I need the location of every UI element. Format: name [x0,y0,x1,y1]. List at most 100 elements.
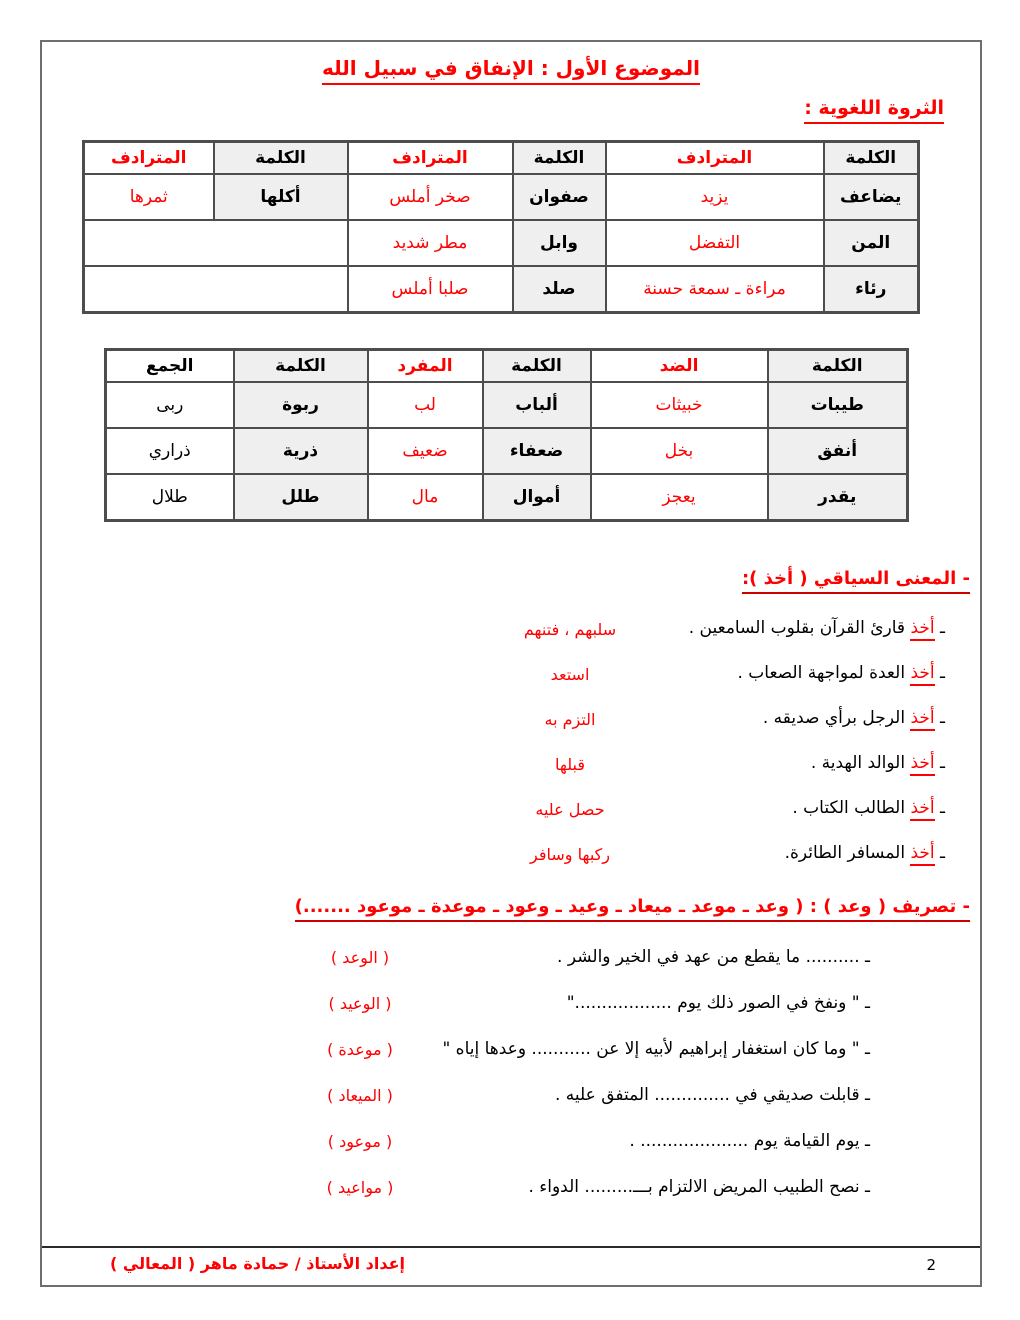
page-title: الموضوع الأول : الإنفاق في سبيل الله [321,56,701,85]
answer-cell: يزيد [604,173,825,221]
answer-text: قبلها [554,755,586,774]
answer-text: استعد [550,665,590,684]
list-item: ـ .......... ما يقطع من عهد في الخير وال… [42,936,980,982]
sentence-text: ـ .......... ما يقطع من عهد في الخير وال… [557,947,870,967]
answer-cell: يعجز [589,473,769,522]
table-header-cell: الكلمة [766,348,909,383]
table-header-cell: الكلمة [232,348,369,383]
page-number: 2 [926,1256,936,1274]
answer-cell: طلال [104,473,235,522]
answer-text: سلبهم ، فتنهم [523,620,617,639]
word-cell: ذرية [232,427,369,475]
sentence-rest: المسافر الطائرة. [784,843,906,863]
list-item: ـ أخذ الوالد الهدية . قبلها [42,743,980,788]
bullet-dash: ـ [934,753,945,773]
table-row: رئاء مراءة ـ سمعة حسنة صلد صلبا أملس [82,265,920,314]
conjugation-heading-row: - تصريف ( وعد ) : ( وعد ـ موعد ـ ميعاد ـ… [42,896,970,922]
bullet-dash: ـ [934,843,945,863]
sentence-text: ـ أخذ الطالب الكتاب . [792,798,945,821]
list-item: ـ يوم القيامة يوم .................... .… [42,1120,980,1166]
keyword-akhatha: أخذ [910,843,935,866]
bullet-dash: ـ [934,798,945,818]
contextual-heading-row: - المعنى السياقي ( أخذ ): [42,568,970,594]
answer-cell: خبيثات [589,381,769,429]
sentence-text: ـ أخذ العدة لمواجهة الصعاب . [737,663,945,686]
answer-cell: لب [366,381,484,429]
table-header-cell: الكلمة [212,140,349,175]
list-item: ـ أخذ العدة لمواجهة الصعاب . استعد [42,653,980,698]
sentence-rest: الوالد الهدية . [810,753,906,773]
word-cell: ربوة [232,381,369,429]
list-item: ـ " وما كان استغفار إبراهيم لأبيه إلا عن… [42,1028,980,1074]
answer-cell: مطر شديد [346,219,514,267]
vocab-heading-row: الثروة اللغوية : [42,97,944,124]
sentence-rest: الرجل برأي صديقه . [762,708,906,728]
answer-text: ( موعود ) [327,1132,393,1151]
answer-text: التزم به [544,710,596,729]
table-header-cell: المفرد [366,348,484,383]
vocab-section-heading: الثروة اللغوية : [804,97,944,124]
answer-cell: بخل [589,427,769,475]
answer-cell: التفضل [604,219,825,267]
footer-divider: إعداد الأستاذ / حمادة ماهر ( المعالي ) 2 [42,1246,980,1285]
list-item: ـ نصح الطبيب المريض الالتزام بـــ.......… [42,1166,980,1212]
contextual-list: ـ أخذ قارئ القرآن بقلوب السامعين . سلبهم… [42,608,980,878]
keyword-akhatha: أخذ [910,708,935,731]
answer-text: ( مواعيد ) [326,1178,394,1197]
table-row: طيبات خبيثات ألباب لب ربوة ربى [104,381,909,429]
empty-cell [82,219,349,267]
conjugation-section-heading: - تصريف ( وعد ) : ( وعد ـ موعد ـ ميعاد ـ… [294,896,970,922]
word-cell: ألباب [481,381,592,429]
answer-text: ( الميعاد ) [327,1086,393,1105]
word-cell: المن [822,219,920,267]
word-cell: طيبات [766,381,909,429]
word-cell: وابل [511,219,607,267]
answer-text: ( موعدة ) [327,1040,393,1059]
word-cell: أكلها [212,173,349,221]
sentence-text: ـ أخذ الرجل برأي صديقه . [762,708,945,731]
contextual-section-heading: - المعنى السياقي ( أخذ ): [741,568,970,594]
sentence-text: ـ " وما كان استغفار إبراهيم لأبيه إلا عن… [442,1039,870,1059]
answer-text: ( الوعيد ) [328,994,392,1013]
word-cell: يضاعف [822,173,920,221]
list-item: ـ أخذ المسافر الطائرة. ركبها وسافر [42,833,980,878]
bullet-dash: ـ [934,708,945,728]
sentence-text: ـ " ونفخ في الصور ذلك يوم ..............… [566,993,870,1013]
list-item: ـ قابلت صديقي في .............. المتفق ع… [42,1074,980,1120]
word-cell: رئاء [822,265,920,314]
table-row: يضاعف يزيد صفوان صخر أملس أكلها ثمرها [82,173,920,221]
answer-cell: مال [366,473,484,522]
word-cell: صفوان [511,173,607,221]
table-header-cell: الكلمة [481,348,592,383]
sentence-rest: قارئ القرآن بقلوب السامعين . [688,618,906,638]
answer-cell: ثمرها [82,173,215,221]
answer-text: ركبها وسافر [530,845,610,864]
word-cell: طلل [232,473,369,522]
empty-cell [82,265,349,314]
answer-cell: ذراري [104,427,235,475]
table-header-cell: المترادف [346,140,514,175]
sentence-rest: العدة لمواجهة الصعاب . [737,663,906,683]
sentence-text: ـ أخذ المسافر الطائرة. [784,843,945,866]
table-header-cell: المترادف [604,140,825,175]
sentence-text: ـ قابلت صديقي في .............. المتفق ع… [554,1085,870,1105]
keyword-akhatha: أخذ [910,618,935,641]
word-cell: ضعفاء [481,427,592,475]
table-header-row: الكلمة المترادف الكلمة المترادف الكلمة ا… [82,140,920,175]
bullet-dash: ـ [934,663,945,683]
table-row: يقدر يعجز أموال مال طلل طلال [104,473,909,522]
table-row: المن التفضل وابل مطر شديد [82,219,920,267]
keyword-akhatha: أخذ [910,663,935,686]
answer-cell: مراءة ـ سمعة حسنة [604,265,825,314]
sentence-text: ـ أخذ الوالد الهدية . [810,753,945,776]
answer-cell: صلبا أملس [346,265,514,314]
list-item: ـ أخذ قارئ القرآن بقلوب السامعين . سلبهم… [42,608,980,653]
word-cell: أموال [481,473,592,522]
answer-text: حصل عليه [535,800,605,819]
table-header-cell: المترادف [82,140,215,175]
conjugation-list: ـ .......... ما يقطع من عهد في الخير وال… [42,936,980,1212]
sentence-text: ـ نصح الطبيب المريض الالتزام بـــ.......… [528,1177,870,1197]
synonyms-table: الكلمة المترادف الكلمة المترادف الكلمة ا… [82,140,920,314]
table-header-cell: الكلمة [511,140,607,175]
